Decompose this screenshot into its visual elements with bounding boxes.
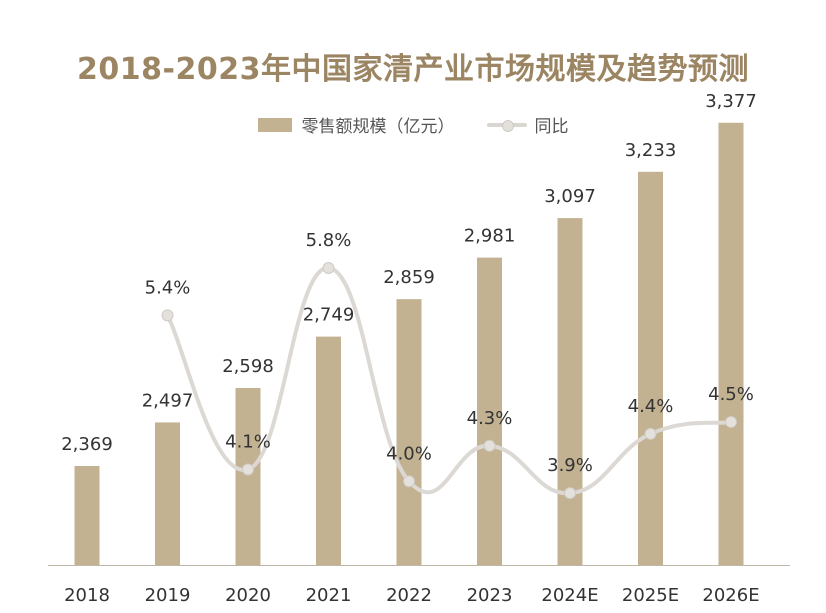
bar-2021 — [316, 336, 341, 565]
yoy-value-label: 4.3% — [467, 408, 513, 429]
yoy-point-2021 — [322, 262, 335, 274]
legend-item-bar: 零售额规模（亿元） — [257, 112, 455, 137]
bar-value-label: 2,369 — [61, 434, 113, 455]
bar-value-label: 2,859 — [383, 267, 435, 288]
yoy-value-label: 4.5% — [708, 384, 754, 405]
yoy-value-label: 5.8% — [306, 230, 352, 251]
legend-line-swatch — [486, 118, 527, 132]
bar-value-label: 2,981 — [464, 226, 516, 247]
x-tick-label: 2021 — [306, 585, 352, 606]
bar-2023 — [477, 257, 502, 565]
legend-bar-swatch — [257, 117, 292, 132]
bar-2025E — [638, 171, 663, 566]
legend-bar-label: 零售额规模（亿元） — [301, 117, 455, 137]
chart-legend: 零售额规模（亿元） 同比 — [0, 112, 826, 137]
legend-line-label: 同比 — [534, 117, 569, 137]
x-tick-label: 2026E — [702, 585, 759, 606]
bar-value-label: 2,598 — [222, 356, 274, 377]
yoy-point-2024E — [564, 487, 576, 500]
x-tick-label: 2020 — [225, 585, 271, 606]
x-tick-label: 2019 — [145, 585, 191, 606]
yoy-value-label: 4.4% — [628, 396, 674, 417]
bar-2022 — [396, 299, 422, 565]
x-tick-label: 2022 — [386, 585, 432, 606]
bar-value-label: 2,749 — [303, 305, 355, 326]
legend-item-line: 同比 — [486, 112, 569, 137]
yoy-value-label: 5.4% — [145, 277, 191, 298]
x-tick-label: 2024E — [541, 585, 598, 606]
yoy-point-2023 — [483, 439, 496, 452]
bar-2024E — [557, 218, 583, 565]
yoy-point-2020 — [242, 463, 254, 476]
yoy-value-label: 4.0% — [386, 443, 432, 464]
x-tick-label: 2025E — [622, 585, 679, 606]
x-tick-label: 2023 — [467, 585, 513, 606]
bar-2026E — [718, 122, 744, 565]
bar-2018 — [74, 466, 100, 565]
yoy-point-2022 — [403, 475, 415, 488]
yoy-point-2026E — [725, 416, 737, 429]
bar-value-label: 2,497 — [142, 390, 194, 411]
yoy-value-label: 3.9% — [547, 455, 593, 476]
bar-value-label: 3,097 — [544, 186, 596, 207]
chart-title: 2018-2023年中国家清产业市场规模及趋势预测 — [77, 52, 749, 87]
bar-2020 — [235, 388, 261, 565]
yoy-point-2025E — [644, 427, 657, 440]
yoy-point-2019 — [161, 309, 174, 322]
yoy-value-label: 4.1% — [225, 431, 271, 452]
bar-value-label: 3,377 — [705, 91, 757, 112]
bar-2019 — [155, 422, 180, 565]
x-tick-label: 2018 — [64, 585, 110, 606]
bar-value-label: 3,233 — [625, 140, 677, 161]
